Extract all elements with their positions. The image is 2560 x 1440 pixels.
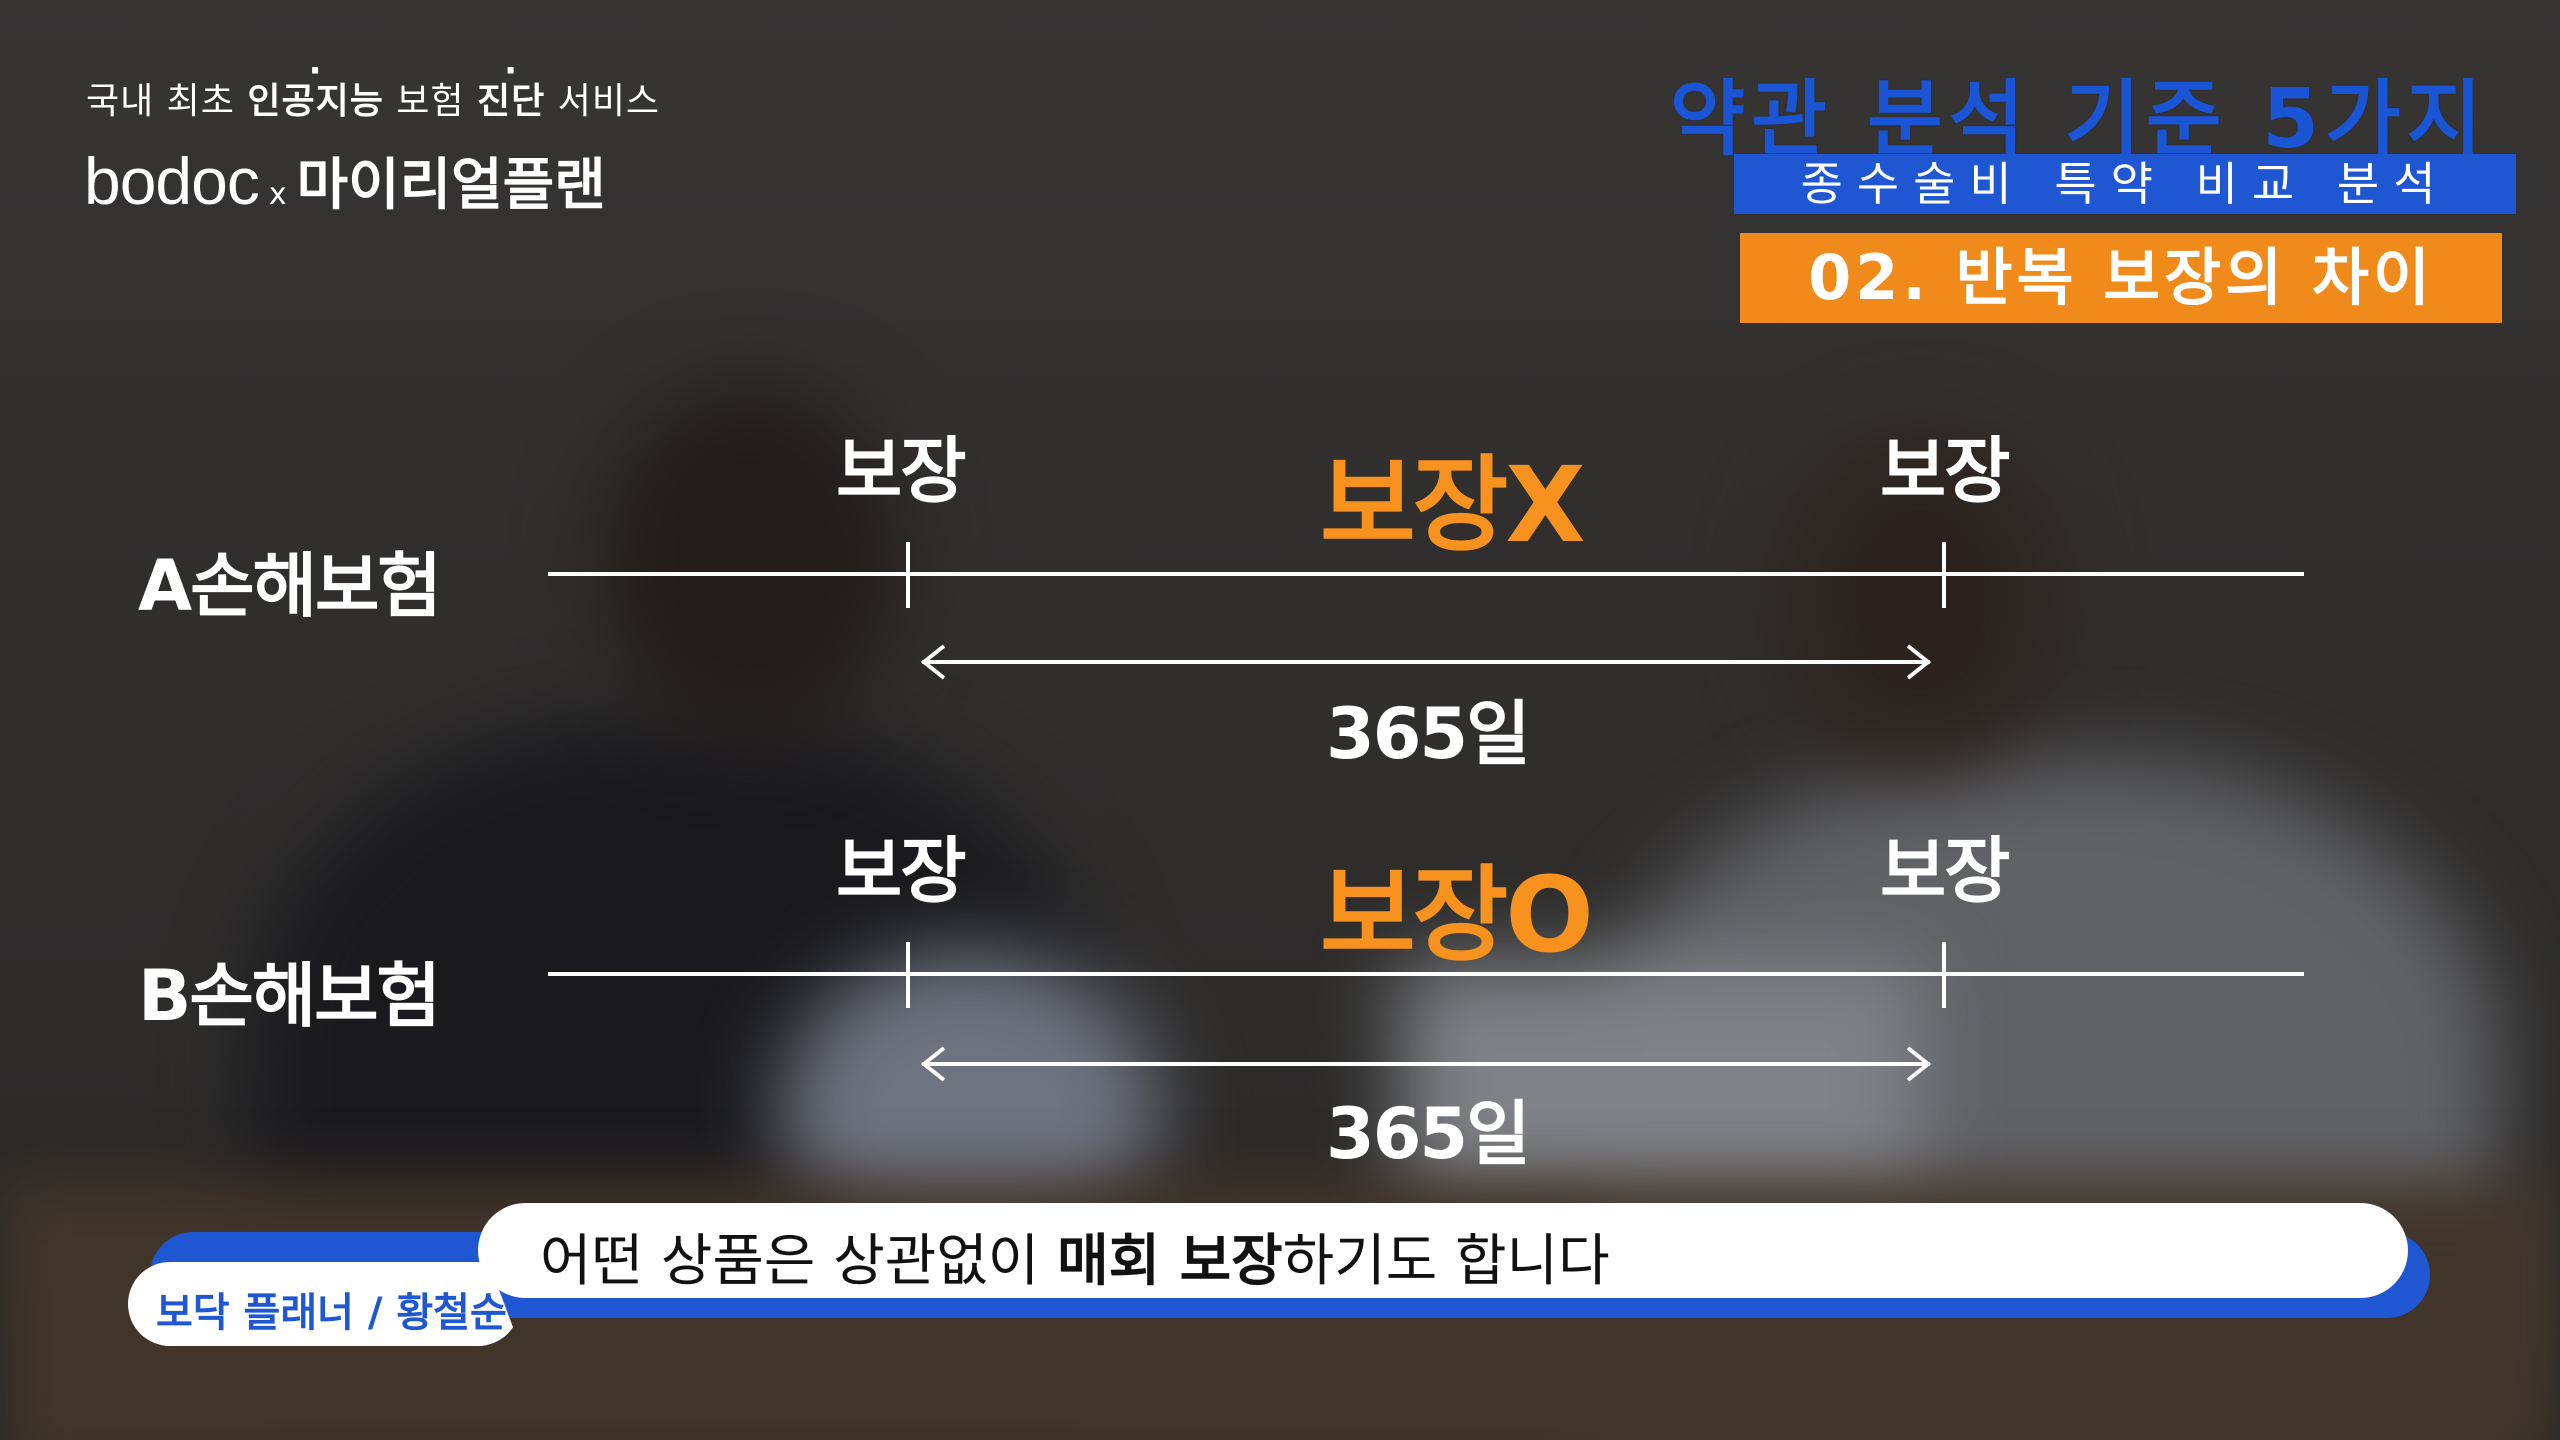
row-a-left-tick-label: 보장 — [836, 429, 966, 513]
row-a-left-tick — [906, 542, 910, 608]
caption-bar — [478, 1203, 2408, 1298]
speaker-name: 보닥 플래너 / 황철순 — [156, 1290, 507, 1336]
partner-logo: 마이리얼플랜 — [296, 153, 606, 218]
speaker-badge: 보닥 플래너 / 황철순 — [128, 1262, 520, 1346]
row-a-right-tick — [1942, 542, 1946, 608]
row-a-timeline — [548, 572, 2304, 576]
row-b-right-tick-label: 보장 — [1880, 829, 2010, 913]
bodoc-logo: bodoc — [84, 144, 260, 218]
row-b-left-tick — [906, 942, 910, 1008]
row-a-label: A손해보험 — [138, 545, 442, 627]
brand-logo: bodoc x 마이리얼플랜 — [84, 144, 606, 218]
row-b-timeline — [548, 972, 2304, 976]
row-b-left-tick-label: 보장 — [836, 829, 966, 913]
row-b-interval-arrow — [920, 1046, 1932, 1082]
row-a-center-label: 보장X — [1320, 444, 1586, 566]
brand-tagline: 국내 최초 인공지능 보험 진단 서비스 — [86, 72, 660, 124]
row-a-right-tick-label: 보장 — [1880, 429, 2010, 513]
row-b-center-label: 보장O — [1320, 854, 1594, 976]
step-title: 02. 반복 보장의 차이 — [1740, 233, 2502, 323]
row-b-interval-label: 365일 — [1326, 1093, 1531, 1175]
row-a-interval-label: 365일 — [1326, 693, 1531, 775]
row-b-label: B손해보험 — [138, 955, 441, 1037]
row-b-right-tick — [1942, 942, 1946, 1008]
main-title: 약관 분석 기준 5가지 — [1669, 72, 2488, 167]
row-a-interval-arrow — [920, 644, 1932, 680]
sub-title: 종수술비 특약 비교 분석 — [1734, 154, 2516, 214]
caption-text: 어떤 상품은 상관없이 매회 보장하기도 합니다 — [540, 1229, 1610, 1294]
